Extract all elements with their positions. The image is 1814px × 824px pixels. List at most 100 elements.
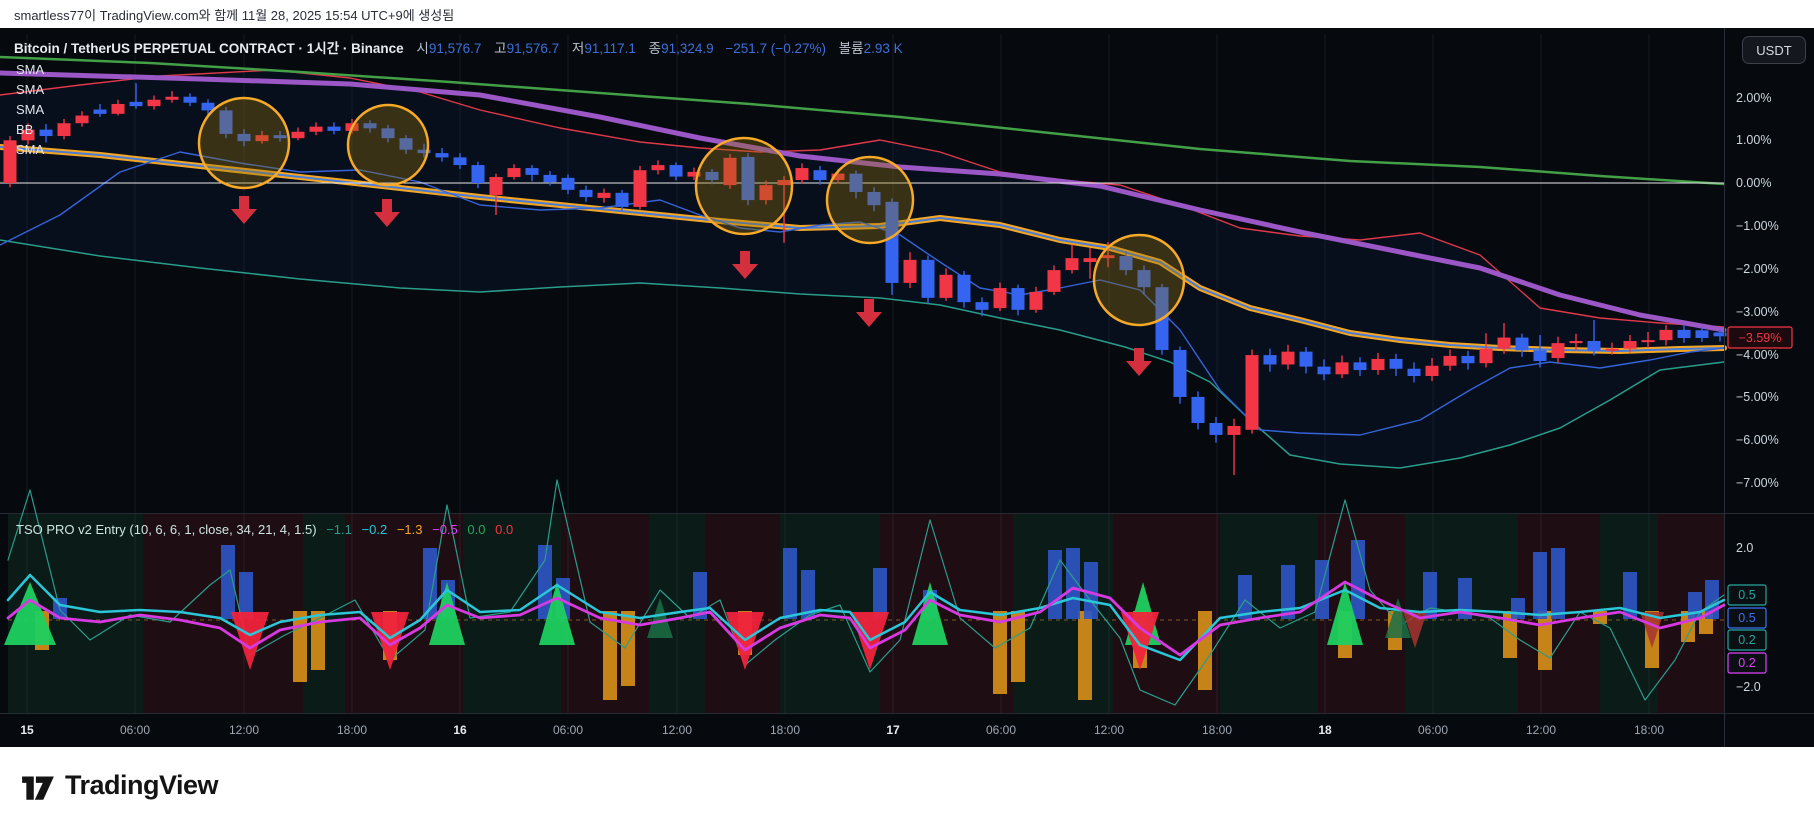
candle-body bbox=[1443, 355, 1457, 366]
time-axis-label[interactable]: 15 bbox=[20, 723, 34, 737]
time-axis-label[interactable]: 16 bbox=[453, 723, 467, 737]
histogram-bar-blue bbox=[1238, 575, 1252, 619]
candle-body bbox=[489, 177, 503, 195]
sma-purple-line bbox=[0, 70, 1727, 333]
price-axis-label[interactable]: −6.00% bbox=[1736, 433, 1779, 447]
price-axis-label[interactable]: −7.00% bbox=[1736, 476, 1779, 490]
candle-body bbox=[1713, 332, 1727, 337]
candle-body bbox=[147, 99, 161, 107]
candle-body bbox=[1659, 329, 1673, 341]
candle-body bbox=[39, 129, 53, 137]
legend-item-sma4[interactable]: SMA bbox=[16, 142, 45, 157]
signal-down-arrow bbox=[856, 299, 882, 327]
highlight-circle bbox=[197, 96, 291, 190]
time-axis-label[interactable]: 18:00 bbox=[770, 723, 800, 737]
indicator-legend: SMA SMA SMA BB SMA bbox=[16, 60, 44, 160]
bb-fill bbox=[0, 70, 1724, 468]
time-axis-label[interactable]: 06:00 bbox=[120, 723, 150, 737]
last-price-badge bbox=[1727, 326, 1793, 349]
candle-body bbox=[1677, 329, 1691, 339]
sma-blue-line bbox=[0, 151, 1725, 436]
oscillator-value-4: −0.5 bbox=[432, 522, 458, 537]
legend-item-sma3[interactable]: SMA bbox=[16, 102, 45, 117]
legend-item-sma1[interactable]: SMA bbox=[16, 62, 45, 77]
candle-body bbox=[1119, 256, 1133, 271]
candle-body bbox=[1623, 340, 1637, 349]
candle-body bbox=[597, 192, 611, 198]
candle-body bbox=[1587, 340, 1601, 351]
candle-body bbox=[363, 123, 377, 129]
oscillator-magenta-line bbox=[6, 580, 1726, 657]
candle-body bbox=[1191, 396, 1205, 423]
candle-body bbox=[201, 102, 215, 111]
histogram-bar-orange bbox=[1198, 611, 1212, 690]
time-axis-label[interactable]: 12:00 bbox=[1094, 723, 1124, 737]
candle-body bbox=[183, 96, 197, 103]
candle-body bbox=[1641, 340, 1655, 343]
oscillator-value-badge-text: 0.2 bbox=[1738, 633, 1755, 647]
histogram-bar-blue bbox=[1458, 578, 1472, 619]
candle-body bbox=[669, 165, 683, 177]
price-axis-label[interactable]: −2.00% bbox=[1736, 262, 1779, 276]
legend-item-sma2[interactable]: SMA bbox=[16, 82, 45, 97]
tradingview-logo-text[interactable]: TradingView bbox=[65, 770, 219, 800]
candle-body bbox=[1695, 330, 1709, 339]
price-axis-label[interactable]: −1.00% bbox=[1736, 219, 1779, 233]
time-axis-label[interactable]: 17 bbox=[886, 723, 900, 737]
sell-signal-triangle bbox=[231, 612, 269, 670]
histogram-bar-blue bbox=[1533, 552, 1547, 619]
time-axis-label[interactable]: 18:00 bbox=[337, 723, 367, 737]
time-axis-label[interactable]: 18:00 bbox=[1202, 723, 1232, 737]
price-axis-label[interactable]: 2.00% bbox=[1736, 91, 1771, 105]
candle-body bbox=[993, 288, 1007, 309]
ma-ribbon-inner bbox=[0, 146, 1725, 352]
legend-item-bb[interactable]: BB bbox=[16, 122, 34, 137]
candle-body bbox=[1425, 365, 1439, 377]
price-axis-label[interactable]: −3.00% bbox=[1736, 305, 1779, 319]
candle-body bbox=[957, 274, 971, 303]
oscillator-value-3: −1.3 bbox=[396, 522, 423, 537]
bb-upper-line bbox=[0, 69, 1725, 328]
oscillator-value-badge-text: 0.5 bbox=[1738, 588, 1755, 602]
time-axis-label[interactable]: 18 bbox=[1318, 723, 1332, 737]
oscillator-value-badge bbox=[1727, 629, 1767, 651]
candle-body bbox=[435, 153, 449, 158]
time-axis-label[interactable]: 12:00 bbox=[229, 723, 259, 737]
time-axis-label[interactable]: 12:00 bbox=[662, 723, 692, 737]
candle-body bbox=[1263, 355, 1277, 365]
candle-body bbox=[1281, 351, 1295, 365]
histogram-bar-orange bbox=[311, 611, 325, 670]
candle-body bbox=[1533, 350, 1547, 362]
oscillator-axis-label[interactable]: −2.0 bbox=[1736, 680, 1761, 694]
candle-body bbox=[831, 173, 845, 181]
buy-signal-triangle-small bbox=[1385, 598, 1411, 638]
price-axis-label[interactable]: −4.00% bbox=[1736, 348, 1779, 362]
currency-toggle-button[interactable]: USDT bbox=[1742, 36, 1806, 64]
candle-body bbox=[57, 123, 71, 137]
candle-body bbox=[759, 185, 773, 201]
time-axis-label[interactable]: 06:00 bbox=[986, 723, 1016, 737]
candle-body bbox=[291, 131, 305, 139]
price-axis-label[interactable]: −5.00% bbox=[1736, 390, 1779, 404]
oscillator-title[interactable]: TSO PRO v2 Entry (10, 6, 6, 1, close, 34… bbox=[16, 522, 317, 537]
candle-body bbox=[903, 259, 917, 283]
symbol-title[interactable]: Bitcoin / TetherUS PERPETUAL CONTRACT · … bbox=[14, 41, 404, 56]
candle-body bbox=[975, 302, 989, 310]
candle-body bbox=[543, 174, 557, 183]
price-axis-label[interactable]: 1.00% bbox=[1736, 133, 1771, 147]
time-axis-label[interactable]: 12:00 bbox=[1526, 723, 1556, 737]
time-axis-label[interactable]: 06:00 bbox=[1418, 723, 1448, 737]
histogram-bar-blue bbox=[783, 548, 797, 619]
candle-body bbox=[1011, 288, 1025, 310]
candle-body bbox=[399, 138, 413, 150]
time-axis-label[interactable]: 18:00 bbox=[1634, 723, 1664, 737]
oscillator-axis-label[interactable]: 2.0 bbox=[1736, 541, 1753, 555]
candle-body bbox=[417, 149, 431, 154]
price-axis-label[interactable]: 0.00% bbox=[1736, 176, 1771, 190]
buy-signal-triangle bbox=[912, 582, 948, 645]
time-axis-label[interactable]: 06:00 bbox=[553, 723, 583, 737]
candle-body bbox=[471, 165, 485, 183]
candle-body bbox=[795, 168, 809, 181]
tradingview-logo-icon[interactable] bbox=[20, 768, 56, 804]
candle-body bbox=[1461, 355, 1475, 364]
